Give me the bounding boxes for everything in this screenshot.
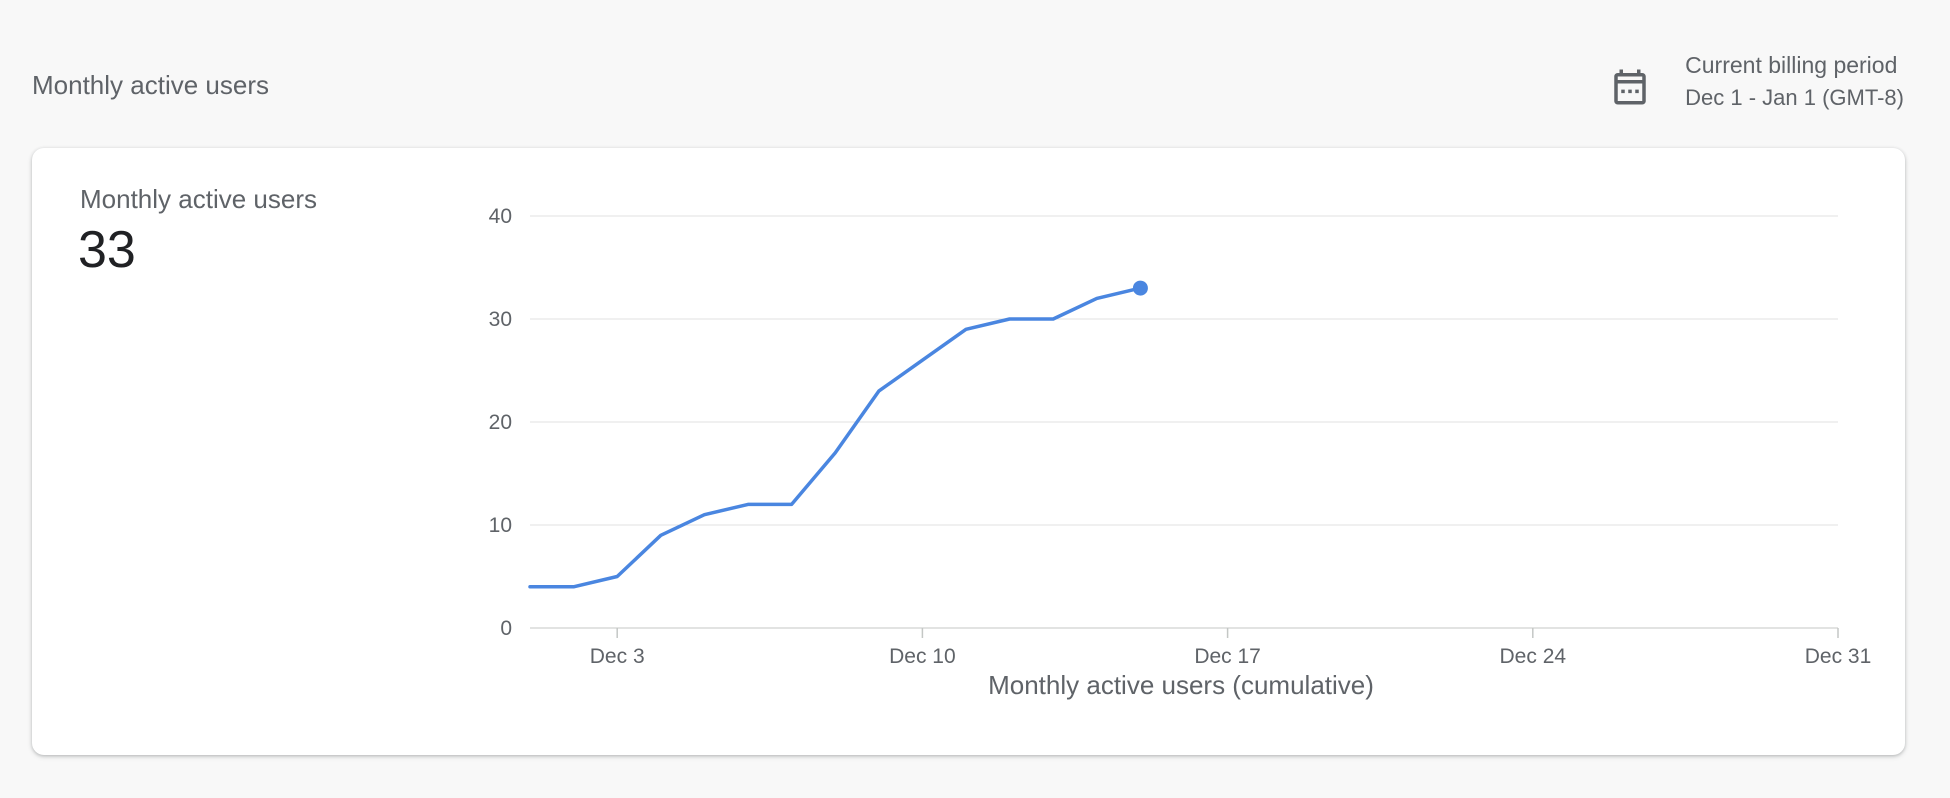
x-tick-label: Dec 10: [889, 645, 956, 668]
page-title: Monthly active users: [32, 70, 269, 100]
mau-card: Monthly active users 33 0 10 20 30 40 Dec 3 De…: [32, 148, 1905, 755]
billing-period-range: Dec 1 - Jan 1 (GMT-8): [1685, 85, 1904, 110]
x-axis-label: Monthly active users (cumulative): [988, 670, 1374, 700]
y-tick-label: 20: [489, 411, 512, 434]
calendar-icon: [1614, 69, 1646, 105]
x-tick-label: Dec 31: [1805, 645, 1872, 668]
metric-value: 33: [78, 221, 136, 279]
x-tick-label: Dec 3: [590, 645, 645, 668]
x-tick-label: Dec 24: [1500, 645, 1567, 668]
y-tick-label: 40: [489, 205, 512, 228]
y-tick-label: 10: [489, 514, 512, 537]
billing-period-selector[interactable]: Current billing period Dec 1 - Jan 1 (GM…: [1609, 52, 1904, 111]
mau-line-chart: 0 10 20 30 40 Dec 3 Dec 10 Dec 17 Dec 24 Dec 31 Mo…: [489, 205, 1872, 700]
billing-period-label: Current billing period: [1685, 52, 1898, 78]
x-tick-label: Dec 17: [1194, 645, 1261, 668]
metric-label: Monthly active users: [80, 184, 317, 214]
series-line: [528, 286, 1143, 589]
series-end-point: [1132, 280, 1148, 296]
y-tick-label: 30: [489, 308, 512, 331]
y-tick-label: 0: [500, 617, 512, 640]
